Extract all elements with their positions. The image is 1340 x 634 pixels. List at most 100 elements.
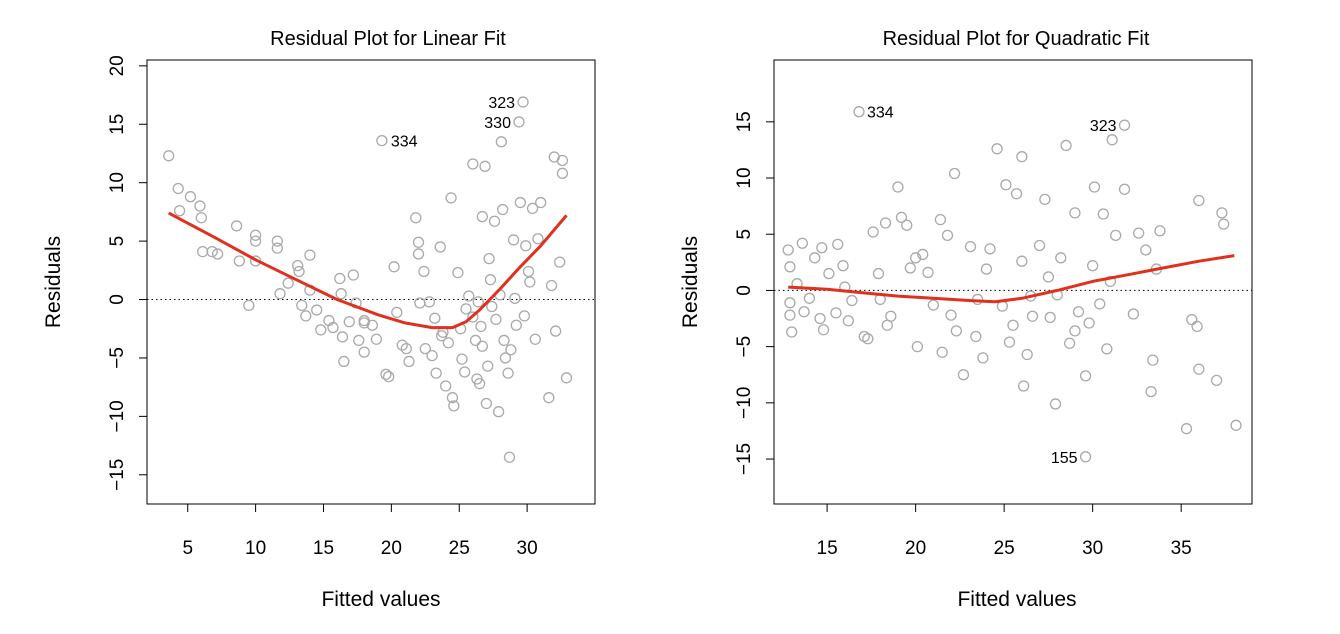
data-point — [430, 367, 442, 379]
data-point — [412, 248, 425, 260]
y-tick-label: 10 — [734, 167, 755, 188]
data-point — [492, 406, 505, 418]
y-tick-label: 0 — [107, 294, 128, 305]
data-point — [514, 196, 526, 209]
data-point — [1026, 310, 1039, 322]
data-point — [1010, 188, 1023, 200]
data-point — [1180, 423, 1193, 435]
data-point — [1055, 252, 1067, 264]
data-point — [1069, 207, 1081, 219]
data-point — [335, 288, 347, 300]
data-point — [456, 353, 468, 365]
data-point — [479, 160, 491, 172]
x-tick-label: 15 — [313, 538, 334, 559]
data-point — [304, 249, 316, 261]
data-point — [353, 334, 365, 347]
data-point — [271, 242, 283, 254]
y-tick-label: −10 — [107, 400, 128, 432]
data-point — [486, 300, 498, 313]
data-point — [292, 259, 304, 272]
data-point — [445, 192, 457, 204]
data-point — [1191, 320, 1203, 333]
data-point — [1083, 317, 1095, 329]
data-point — [509, 292, 521, 305]
x-tick-label: 10 — [245, 538, 266, 559]
data-point — [495, 136, 507, 148]
data-point — [376, 134, 388, 147]
data-point — [518, 310, 531, 322]
data-point — [535, 196, 547, 209]
data-point — [872, 267, 885, 280]
data-point — [482, 360, 494, 372]
data-point — [446, 392, 459, 404]
x-axis-label: Fitted values — [321, 588, 440, 611]
data-point — [1133, 227, 1145, 239]
data-point — [370, 333, 383, 345]
data-point — [513, 116, 525, 128]
data-point — [922, 266, 934, 279]
y-tick-label: −10 — [734, 387, 755, 419]
data-point — [927, 299, 939, 311]
x-tick-label: 15 — [817, 538, 838, 559]
data-point — [366, 319, 379, 331]
data-point — [483, 252, 495, 265]
data-point — [510, 319, 522, 331]
data-point — [490, 313, 502, 326]
point-annotation: 323 — [1090, 118, 1117, 135]
data-point — [984, 243, 996, 255]
data-point — [271, 235, 283, 247]
data-point — [1154, 225, 1166, 237]
data-point — [469, 334, 482, 347]
data-point — [475, 320, 487, 333]
data-point — [1230, 419, 1242, 431]
smooth-fit-line — [788, 254, 1235, 304]
data-point — [396, 339, 408, 351]
data-point — [1186, 314, 1198, 326]
data-point — [388, 261, 400, 273]
data-point — [347, 269, 360, 281]
data-point — [448, 400, 460, 412]
point-annotation: 323 — [488, 95, 515, 112]
data-point — [195, 212, 207, 224]
x-tick-label: 20 — [381, 538, 402, 559]
data-point — [459, 366, 471, 378]
data-point — [418, 265, 430, 278]
data-point — [249, 229, 262, 241]
data-point — [817, 324, 830, 336]
data-point — [970, 330, 982, 343]
data-point — [520, 240, 532, 252]
data-point — [233, 255, 245, 267]
data-point — [1210, 374, 1223, 387]
data-point — [184, 191, 197, 203]
data-point — [194, 200, 206, 212]
data-point — [163, 150, 175, 162]
data-point — [543, 392, 555, 404]
data-point — [1021, 348, 1033, 361]
data-point — [435, 330, 448, 342]
data-point — [1000, 179, 1012, 191]
data-point — [816, 242, 828, 254]
y-axis-label: Residuals — [679, 236, 702, 328]
point-annotation: 155 — [1051, 450, 1078, 467]
data-point — [1094, 298, 1106, 310]
data-point — [315, 324, 327, 336]
data-point — [879, 217, 892, 229]
data-point — [560, 372, 573, 384]
data-point — [1087, 260, 1099, 272]
data-point — [338, 355, 350, 368]
data-point — [782, 244, 794, 256]
data-point — [950, 325, 962, 337]
data-point — [948, 167, 961, 180]
data-point — [476, 210, 488, 223]
plot-quadratic-fit: Residual Plot for Quadratic Fit 334 323 15… — [679, 28, 1253, 611]
data-point — [991, 143, 1003, 155]
data-point — [452, 267, 464, 279]
data-point — [1106, 134, 1118, 146]
y-tick-label: −5 — [734, 336, 755, 358]
y-tick-label: 15 — [107, 114, 128, 135]
y-tick-label: −5 — [107, 347, 128, 369]
data-point — [1088, 181, 1101, 193]
data-point — [1147, 354, 1159, 366]
data-point — [334, 272, 346, 285]
data-point — [498, 334, 510, 347]
